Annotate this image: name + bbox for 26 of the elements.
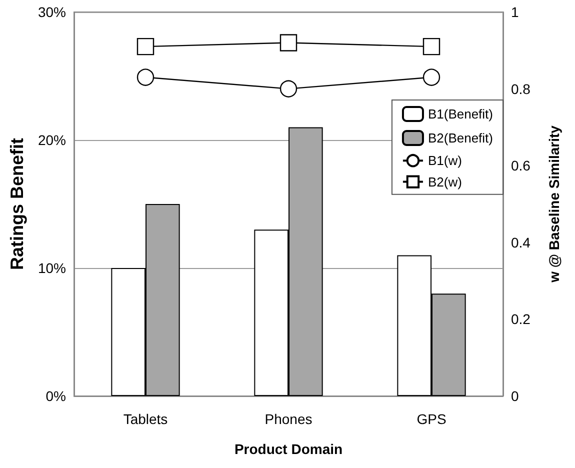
point (422, 68, 440, 86)
y-tick-label: 0% (46, 388, 66, 404)
x-axis-title: Product Domain (234, 441, 343, 457)
y2-tick-label: 0 (511, 388, 519, 404)
x-tick-label: GPS (416, 411, 446, 427)
point (280, 80, 298, 98)
point (422, 38, 440, 56)
y2-axis-title: w @ Baseline Similarity (546, 125, 562, 284)
y2-tick-label: 1 (511, 4, 519, 20)
y2-tick-label: 0.2 (511, 311, 531, 328)
y-tick-label: 20% (38, 132, 66, 148)
point (136, 38, 154, 56)
y2-tick-label: 0.4 (511, 234, 531, 250)
legend-label: B2(w) (428, 174, 462, 190)
y-axis-title: Ratings Benefit (7, 138, 27, 270)
y-tick-label: 30% (38, 4, 66, 20)
x-tick-label: Phones (264, 411, 312, 427)
y-tick-label: 10% (38, 260, 66, 276)
point (136, 68, 154, 86)
x-tick-label: Tablets (123, 411, 168, 427)
y2-tick-label: 0.8 (511, 80, 531, 97)
y2-tick-label: 0.6 (511, 158, 531, 174)
legend-label: B1(Benefit) (428, 106, 494, 122)
legend-label: B2(Benefit) (428, 130, 494, 146)
legend-label: B1(w) (428, 153, 462, 168)
point (280, 34, 298, 52)
